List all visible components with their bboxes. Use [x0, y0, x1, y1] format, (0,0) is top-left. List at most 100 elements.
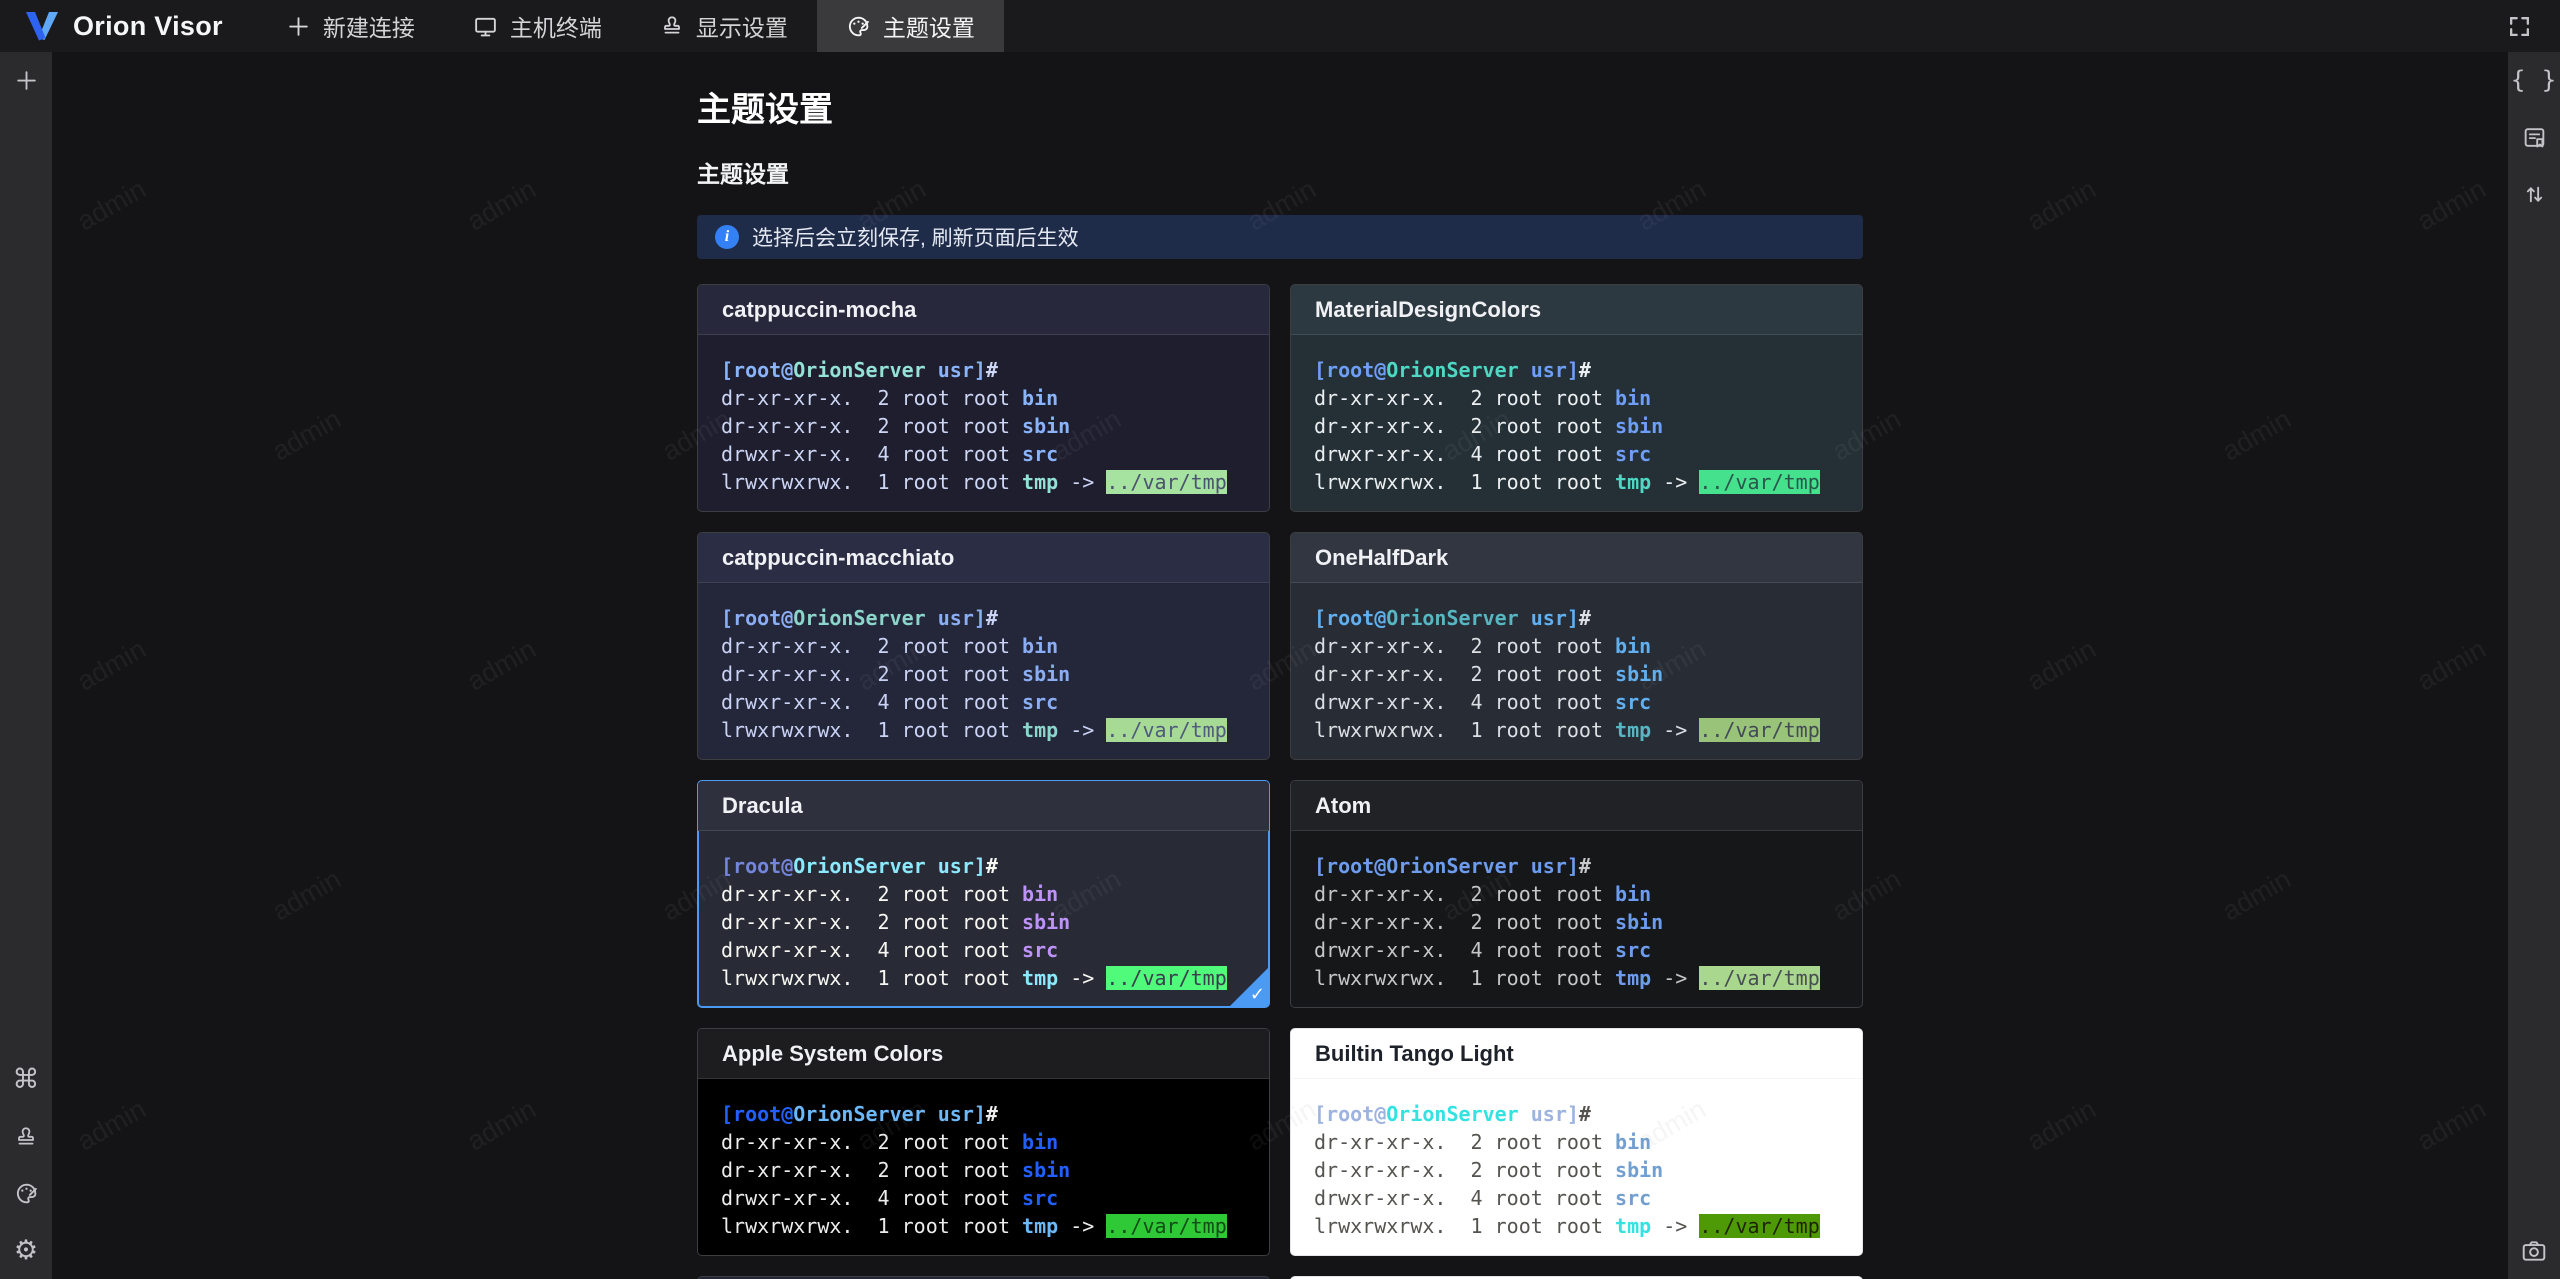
- terminal-line: dr-xr-xr-x. 2 root root sbin: [721, 910, 1071, 934]
- terminal-line: dr-xr-xr-x. 2 root root sbin: [1314, 414, 1664, 438]
- terminal-line: drwxr-xr-x. 4 root root src: [1314, 690, 1652, 714]
- theme-card-title: Builtin Tango Light: [1291, 1029, 1862, 1079]
- info-icon: i: [715, 225, 739, 249]
- terminal-line: dr-xr-xr-x. 2 root root sbin: [721, 414, 1071, 438]
- palette-icon: [846, 14, 871, 39]
- sidebar-button-new-tab[interactable]: [0, 52, 52, 109]
- sidebar-button-settings[interactable]: ⚙: [0, 1222, 52, 1279]
- terminal-preview: [root@OrionServer usr]# dr-xr-xr-x. 2 roo…: [1291, 831, 1862, 992]
- sidebar-button-docs[interactable]: [2508, 109, 2560, 166]
- theme-grid: catppuccin-mocha [root@OrionServer usr]# d…: [697, 284, 1863, 1279]
- info-alert: i 选择后会立刻保存, 刷新页面后生效: [697, 215, 1863, 259]
- theme-card-dracula[interactable]: Dracula [root@OrionServer usr]# dr-xr-xr-x…: [697, 780, 1270, 1008]
- tab-label: 主题设置: [882, 15, 975, 41]
- selected-corner: [1229, 967, 1269, 1007]
- terminal-line: dr-xr-xr-x. 2 root root bin: [721, 882, 1059, 906]
- check-icon: ✓: [1249, 984, 1265, 1005]
- theme-card-title: Dracula: [698, 781, 1269, 831]
- tab-label: 主机终端: [509, 15, 602, 41]
- section-title: 主题设置: [697, 161, 789, 187]
- monitor-icon: [473, 14, 498, 39]
- theme-card-title: Apple System Colors: [698, 1029, 1269, 1079]
- terminal-preview: [root@OrionServer usr]# dr-xr-xr-x. 2 roo…: [1291, 1079, 1862, 1240]
- terminal-preview: [root@OrionServer usr]# dr-xr-xr-x. 2 roo…: [698, 831, 1269, 992]
- terminal-link-line: lrwxrwxrwx. 1 root root tmp -> ../var/tm…: [1314, 1214, 1820, 1238]
- terminal-prompt-line: [root@OrionServer usr]#: [721, 358, 998, 382]
- terminal-line: dr-xr-xr-x. 2 root root bin: [721, 1130, 1059, 1154]
- theme-card-catppuccin-macchiato[interactable]: catppuccin-macchiato [root@OrionServer us…: [697, 532, 1270, 760]
- sidebar-button-sort[interactable]: [2508, 166, 2560, 223]
- terminal-line: dr-xr-xr-x. 2 root root bin: [721, 634, 1059, 658]
- terminal-prompt-line: [root@OrionServer usr]#: [1314, 358, 1591, 382]
- theme-card-catppuccin-mocha[interactable]: catppuccin-mocha [root@OrionServer usr]# d…: [697, 284, 1270, 512]
- sidebar-button-display-settings[interactable]: [0, 1108, 52, 1165]
- terminal-line: dr-xr-xr-x. 2 root root sbin: [1314, 662, 1664, 686]
- terminal-preview: [root@OrionServer usr]# dr-xr-xr-x. 2 roo…: [1291, 583, 1862, 744]
- tab-display-settings[interactable]: 显示设置: [631, 0, 817, 52]
- terminal-line: drwxr-xr-x. 4 root root src: [1314, 938, 1652, 962]
- sidebar-button-shortcuts[interactable]: ⌘: [0, 1051, 52, 1108]
- page-title: 主题设置: [697, 91, 833, 129]
- info-alert-text: 选择后会立刻保存, 刷新页面后生效: [752, 227, 1079, 250]
- terminal-line: dr-xr-xr-x. 2 root root bin: [1314, 1130, 1652, 1154]
- theme-card-atom[interactable]: Atom [root@OrionServer usr]# dr-xr-xr-x. 2…: [1290, 780, 1863, 1008]
- terminal-line: dr-xr-xr-x. 2 root root bin: [1314, 634, 1652, 658]
- gear-icon: ⚙: [13, 1235, 39, 1266]
- terminal-link-line: lrwxrwxrwx. 1 root root tmp -> ../var/tm…: [721, 470, 1227, 494]
- sidebar-button-code[interactable]: { }: [2508, 52, 2560, 109]
- tab-theme-settings[interactable]: 主题设置: [816, 0, 1004, 52]
- document-bookmark-icon: [2522, 125, 2547, 150]
- navbar-tabs: 新建连接 主机终端 显示设置 主题设置: [257, 0, 1004, 52]
- terminal-preview: [root@OrionServer usr]# dr-xr-xr-x. 2 roo…: [698, 335, 1269, 496]
- terminal-link-line: lrwxrwxrwx. 1 root root tmp -> ../var/tm…: [1314, 470, 1820, 494]
- tab-host-terminal[interactable]: 主机终端: [444, 0, 631, 52]
- top-navbar: Orion Visor 新建连接 主机终端 显示设置 主题设置: [0, 0, 2560, 52]
- terminal-prompt-line: [root@OrionServer usr]#: [1314, 1102, 1591, 1126]
- terminal-line: dr-xr-xr-x. 2 root root bin: [1314, 882, 1652, 906]
- fullscreen-icon: [2507, 14, 2532, 39]
- theme-card-apple-system-colors[interactable]: Apple System Colors [root@OrionServer usr…: [697, 1028, 1270, 1256]
- terminal-line: dr-xr-xr-x. 2 root root bin: [1314, 386, 1652, 410]
- sidebar-button-screenshot[interactable]: [2508, 1222, 2560, 1279]
- plus-icon: [286, 14, 311, 39]
- terminal-link-line: lrwxrwxrwx. 1 root root tmp -> ../var/tm…: [721, 966, 1227, 990]
- terminal-prompt-line: [root@OrionServer usr]#: [1314, 854, 1591, 878]
- theme-card-title: Atom: [1291, 781, 1862, 831]
- terminal-preview: [root@OrionServer usr]# dr-xr-xr-x. 2 roo…: [1291, 335, 1862, 496]
- tab-new-connection[interactable]: 新建连接: [257, 0, 444, 52]
- terminal-line: drwxr-xr-x. 4 root root src: [721, 442, 1059, 466]
- theme-card-title: catppuccin-macchiato: [698, 533, 1269, 583]
- stamp-icon: [660, 14, 684, 38]
- left-sidebar: ⌘ ⚙: [0, 52, 52, 1279]
- theme-card-title: OneHalfDark: [1291, 533, 1862, 583]
- palette-icon: [14, 1181, 39, 1206]
- terminal-line: dr-xr-xr-x. 2 root root sbin: [1314, 910, 1664, 934]
- terminal-preview: [root@OrionServer usr]# dr-xr-xr-x. 2 roo…: [698, 1079, 1269, 1240]
- terminal-line: drwxr-xr-x. 4 root root src: [1314, 1186, 1652, 1210]
- terminal-line: drwxr-xr-x. 4 root root src: [721, 1186, 1059, 1210]
- terminal-preview: [root@OrionServer usr]# dr-xr-xr-x. 2 roo…: [698, 583, 1269, 744]
- theme-card-title: catppuccin-mocha: [698, 285, 1269, 335]
- theme-card-builtin-tango-light[interactable]: Builtin Tango Light [root@OrionServer usr…: [1290, 1028, 1863, 1256]
- braces-icon: { }: [2510, 66, 2558, 94]
- tab-label: 新建连接: [322, 15, 415, 41]
- fullscreen-button[interactable]: [2493, 0, 2545, 52]
- terminal-link-line: lrwxrwxrwx. 1 root root tmp -> ../var/tm…: [1314, 966, 1820, 990]
- command-icon: ⌘: [12, 1064, 40, 1095]
- sidebar-button-theme-settings[interactable]: [0, 1165, 52, 1222]
- theme-card-title: MaterialDesignColors: [1291, 285, 1862, 335]
- plus-icon: [14, 68, 39, 93]
- app-title: Orion Visor: [73, 10, 223, 41]
- theme-card-materialdesigncolors[interactable]: MaterialDesignColors [root@OrionServer us…: [1290, 284, 1863, 512]
- terminal-prompt-line: [root@OrionServer usr]#: [721, 854, 998, 878]
- right-sidebar: { }: [2508, 52, 2560, 1279]
- theme-card-onehalfdark[interactable]: OneHalfDark [root@OrionServer usr]# dr-xr-…: [1290, 532, 1863, 760]
- stamp-icon: [14, 1125, 38, 1149]
- terminal-line: dr-xr-xr-x. 2 root root sbin: [721, 1158, 1071, 1182]
- terminal-prompt-line: [root@OrionServer usr]#: [1314, 606, 1591, 630]
- sort-icon: [2522, 182, 2547, 207]
- camera-icon: [2521, 1238, 2547, 1264]
- main-area: 主题设置 主题设置 i 选择后会立刻保存, 刷新页面后生效 catppuccin…: [52, 52, 2508, 1279]
- orion-visor-logo-icon: [24, 11, 60, 41]
